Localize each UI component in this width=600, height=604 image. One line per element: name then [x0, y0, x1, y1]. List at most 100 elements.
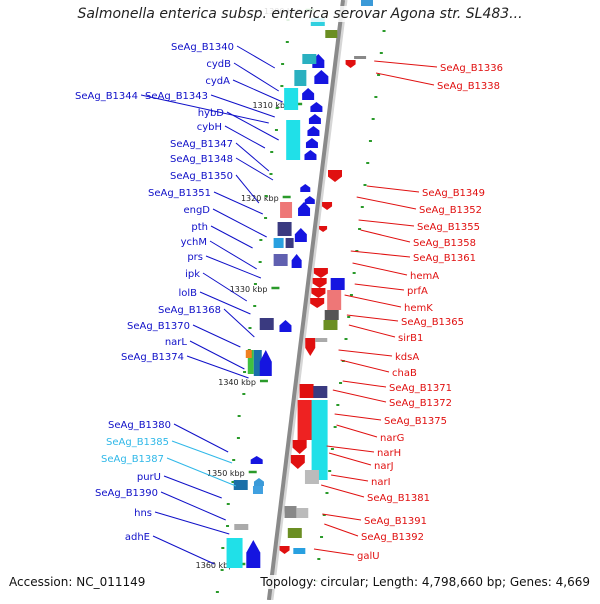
- label-leader-left: [232, 79, 283, 103]
- gene-label-right: SeAg_B1372: [389, 398, 452, 409]
- gene-arrow-forward: [250, 456, 263, 464]
- gene-label-left: SeAg_B1387: [101, 454, 164, 465]
- scale-tick-label: 1360 kbp: [196, 561, 234, 570]
- gene-arrow-forward: [298, 202, 311, 216]
- gene-label-left: cybH: [197, 122, 222, 133]
- gene-label-left: engD: [183, 205, 210, 216]
- gene-block: [273, 238, 284, 248]
- gene-arrow-forward: [308, 114, 321, 124]
- gene-arrow-forward: [253, 478, 264, 486]
- backbone-line: [266, 0, 345, 601]
- gene-label-right: SeAg_B1352: [419, 205, 482, 216]
- gene-arrow-forward: [304, 150, 317, 160]
- label-leader-right: [348, 324, 396, 338]
- gene-label-left: SeAg_B1390: [95, 488, 158, 499]
- scale-tick-label: 1340 kbp: [218, 378, 256, 387]
- gene-block: [247, 350, 254, 374]
- gene-label-right: chaB: [392, 368, 417, 379]
- gene-label-right: SeAg_B1375: [384, 416, 447, 427]
- gene-label-right: SeAg_B1391: [364, 516, 427, 527]
- label-leader-right: [331, 474, 369, 482]
- label-leader-right: [340, 359, 390, 373]
- gene-block: [304, 470, 319, 484]
- gene-block: [297, 400, 314, 440]
- gene-block: [253, 350, 262, 376]
- gene-label-left: ychM: [181, 237, 207, 248]
- scale-tick-label: 1320 kbp: [241, 194, 279, 203]
- label-leader-left: [192, 324, 241, 348]
- gene-arrow-forward: [305, 138, 318, 148]
- label-leader-right: [352, 262, 408, 276]
- label-leader-left: [154, 511, 230, 535]
- label-leader-right: [313, 548, 355, 556]
- label-leader-left: [189, 340, 245, 370]
- gene-arrow-forward: [310, 102, 323, 112]
- label-leader-left: [140, 94, 269, 124]
- gene-label-left: lolB: [178, 288, 197, 299]
- label-leader-left: [236, 45, 276, 69]
- gene-arrow-reverse: [311, 288, 326, 298]
- gene-arrow-forward: [302, 88, 315, 100]
- gene-arrow-forward: [307, 126, 320, 136]
- gene-block: [354, 56, 367, 59]
- gene-label-right: SeAg_B1392: [361, 532, 424, 543]
- label-leader-left: [235, 157, 274, 181]
- label-leader-left: [235, 174, 260, 204]
- gene-label-right: SeAg_B1349: [422, 188, 485, 199]
- label-leader-left: [233, 62, 279, 92]
- gene-arrow-forward: [300, 184, 311, 192]
- gene-label-left: SeAg_B1348: [170, 154, 233, 165]
- label-leader-right: [338, 349, 393, 357]
- gene-block: [313, 386, 328, 398]
- label-leader-left: [152, 535, 215, 565]
- gene-block: [252, 486, 263, 494]
- gene-block: [310, 18, 325, 26]
- label-leader-left: [173, 423, 229, 453]
- gene-arrow-reverse: [328, 170, 343, 182]
- gene-block: [323, 320, 338, 330]
- gene-arrow-forward: [291, 254, 302, 268]
- label-leader-left: [163, 475, 222, 499]
- label-leader-right: [336, 424, 378, 438]
- label-leader-left: [209, 240, 257, 270]
- gene-label-left: SeAg_B1368: [158, 305, 221, 316]
- gene-block: [315, 338, 328, 342]
- gene-arrow-reverse: [345, 60, 356, 68]
- label-leader-left: [213, 191, 263, 215]
- gene-arrow-forward: [259, 350, 272, 376]
- gene-label-left: SeAg_B1351: [148, 188, 211, 199]
- gene-label-left: pth: [191, 222, 208, 233]
- genome-summary-text: Topology: circular; Length: 4,798,660 bp…: [260, 575, 590, 589]
- label-leader-right: [374, 60, 438, 68]
- gene-arrow-forward: [294, 228, 307, 242]
- label-leader-right: [356, 196, 417, 210]
- gene-label-left: SeAg_B1350: [170, 171, 233, 182]
- gene-block: [280, 202, 293, 218]
- gene-label-right: SeAg_B1381: [367, 493, 430, 504]
- accession-text: Accession: NC_011149: [9, 575, 146, 589]
- gene-arrow-reverse: [312, 278, 327, 288]
- backbone-shadow: [270, 0, 348, 601]
- gene-block: [361, 0, 373, 6]
- gene-block: [327, 290, 342, 310]
- gene-arrow-reverse: [279, 546, 290, 554]
- gene-label-left: prs: [187, 252, 203, 263]
- label-leader-right: [358, 219, 415, 227]
- gene-block: [311, 400, 328, 480]
- gene-label-left: ipk: [185, 269, 200, 280]
- gene-label-right: narJ: [374, 461, 394, 472]
- gene-label-left: adhE: [125, 532, 150, 543]
- label-leader-left: [224, 125, 266, 149]
- gene-arrow-reverse: [310, 298, 325, 308]
- gene-label-left: SeAg_B1347: [170, 139, 233, 150]
- gene-block: [299, 384, 314, 398]
- gene-arrow-forward: [314, 70, 329, 84]
- gene-label-left: SeAg_B1344: [75, 91, 138, 102]
- label-leader-right: [342, 380, 387, 388]
- gene-arrow-reverse: [305, 338, 316, 356]
- label-leader-left: [205, 255, 262, 279]
- gene-label-left: SeAg_B1370: [127, 321, 190, 332]
- gene-block: [233, 480, 248, 490]
- gene-label-right: sirB1: [398, 333, 423, 344]
